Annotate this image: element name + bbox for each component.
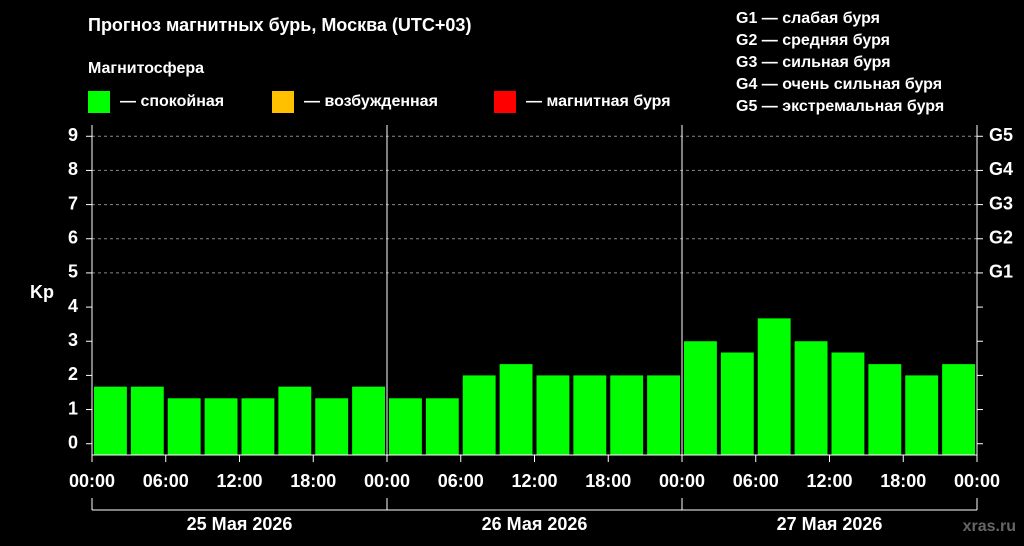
x-tick-label: 18:00 bbox=[585, 471, 631, 491]
x-tick-label: 18:00 bbox=[880, 471, 926, 491]
legend-swatch bbox=[88, 91, 110, 113]
x-tick-label: 12:00 bbox=[216, 471, 262, 491]
x-tick-label: 12:00 bbox=[806, 471, 852, 491]
x-tick-label: 18:00 bbox=[290, 471, 336, 491]
bar bbox=[462, 375, 496, 455]
y2-tick-label: G5 bbox=[989, 125, 1013, 145]
bar bbox=[720, 352, 754, 455]
y2-tick-label: G3 bbox=[989, 193, 1013, 213]
bar bbox=[167, 398, 201, 455]
x-tick-label: 00:00 bbox=[364, 471, 410, 491]
bar bbox=[831, 352, 865, 455]
x-tick-label: 00:00 bbox=[69, 471, 115, 491]
bar bbox=[684, 341, 717, 455]
y-tick-label: 6 bbox=[68, 228, 78, 248]
y-tick-label: 3 bbox=[68, 330, 78, 350]
y-tick-label: 7 bbox=[68, 193, 78, 213]
storm-legend-item: G1 — слабая буря bbox=[736, 10, 880, 27]
bar bbox=[573, 375, 607, 455]
watermark: xras.ru bbox=[963, 518, 1016, 535]
day-label: 25 Мая 2026 bbox=[187, 514, 293, 534]
y2-tick-label: G4 bbox=[989, 159, 1013, 179]
bar bbox=[130, 386, 164, 455]
y2-tick-label: G1 bbox=[989, 262, 1013, 282]
legend-swatch bbox=[272, 91, 294, 113]
bar bbox=[905, 375, 939, 455]
y-tick-label: 2 bbox=[68, 364, 78, 384]
bar bbox=[868, 364, 902, 455]
legend-label: — возбужденная bbox=[304, 93, 438, 110]
x-tick-label: 06:00 bbox=[143, 471, 189, 491]
storm-legend-item: G4 — очень сильная буря bbox=[736, 76, 942, 93]
x-tick-label: 06:00 bbox=[733, 471, 779, 491]
y-tick-label: 1 bbox=[68, 398, 78, 418]
bar bbox=[425, 398, 459, 455]
y-tick-label: 0 bbox=[68, 432, 78, 452]
day-label: 27 Мая 2026 bbox=[777, 514, 883, 534]
chart-title: Прогноз магнитных бурь, Москва (UTC+03) bbox=[88, 15, 471, 35]
bar bbox=[499, 364, 533, 455]
y-tick-label: 9 bbox=[68, 125, 78, 145]
bar bbox=[204, 398, 238, 455]
x-tick-label: 00:00 bbox=[954, 471, 1000, 491]
bar bbox=[241, 398, 275, 455]
bar bbox=[389, 398, 422, 455]
legend-title: Магнитосфера bbox=[88, 60, 204, 77]
bar bbox=[794, 341, 828, 455]
x-tick-label: 12:00 bbox=[511, 471, 557, 491]
legend-label: — магнитная буря bbox=[526, 93, 671, 110]
y-tick-label: 5 bbox=[68, 262, 78, 282]
bar bbox=[757, 318, 791, 455]
y-axis-label: Kp bbox=[30, 282, 54, 302]
bar bbox=[647, 375, 680, 455]
bar bbox=[278, 386, 312, 455]
bar bbox=[315, 398, 349, 455]
bar bbox=[352, 386, 385, 455]
storm-legend-item: G5 — экстремальная буря bbox=[736, 98, 944, 115]
day-label: 26 Мая 2026 bbox=[482, 514, 588, 534]
x-tick-label: 00:00 bbox=[659, 471, 705, 491]
y-tick-label: 4 bbox=[68, 296, 78, 316]
y2-tick-label: G2 bbox=[989, 228, 1013, 248]
bar bbox=[94, 386, 127, 455]
storm-legend-item: G2 — средняя буря bbox=[736, 32, 890, 49]
legend-label: — спокойная bbox=[120, 93, 224, 110]
bar bbox=[536, 375, 570, 455]
bar bbox=[610, 375, 644, 455]
storm-legend-item: G3 — сильная буря bbox=[736, 54, 891, 71]
bar bbox=[942, 364, 975, 455]
y-tick-label: 8 bbox=[68, 159, 78, 179]
legend-swatch bbox=[494, 91, 516, 113]
x-tick-label: 06:00 bbox=[438, 471, 484, 491]
